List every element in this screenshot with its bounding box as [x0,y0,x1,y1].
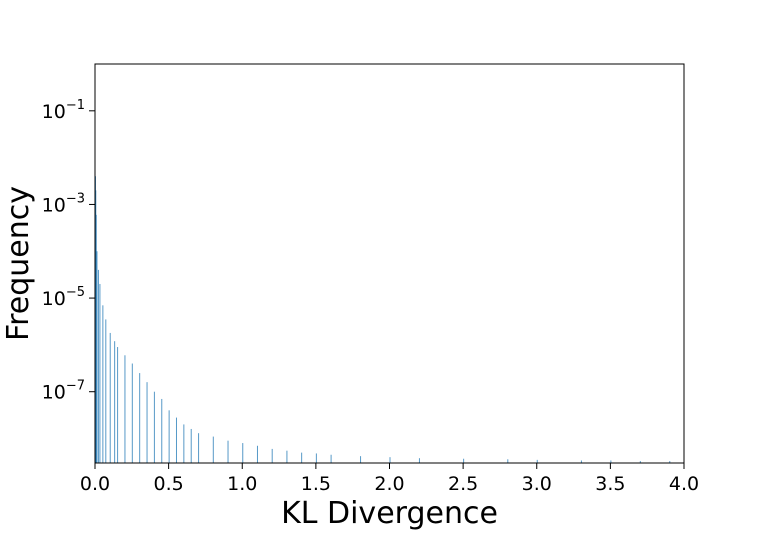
histogram-bar [97,269,99,463]
histogram-bar [418,458,420,463]
histogram-bar [105,319,107,463]
histogram-bar [95,214,97,463]
histogram-bar [99,283,101,463]
histogram-bar [114,341,116,463]
histogram-bar [536,459,538,463]
x-tick-label: 2.5 [448,473,478,495]
histogram-bar [463,458,465,463]
histogram-bar [124,355,126,463]
histogram-bar [96,251,98,463]
histogram-bar [227,440,229,463]
histogram-bar [161,398,163,463]
histogram-bar [610,460,612,463]
histogram-bar [168,410,170,463]
x-tick-label: 3.0 [522,473,552,495]
x-tick-label: 0.0 [80,473,110,495]
histogram-bar [153,391,155,463]
y-tick-label: 10−3 [42,191,85,216]
x-axis: 0.0 0.5 1.0 1.5 2.0 2.5 3.0 3.5 4.0 [80,463,699,495]
y-tick-label: 10−7 [42,379,85,404]
y-axis-label: Frequency [1,186,36,341]
y-tick-label: 10−1 [42,98,85,123]
x-tick-label: 1.0 [227,473,257,495]
histogram-bar [102,305,104,463]
histogram-bar [117,347,119,463]
histogram-bar [131,363,133,463]
histogram-bar [146,382,148,463]
histogram-bar [198,433,200,463]
histogram-bar [301,452,303,463]
histogram-bar [315,453,317,463]
x-tick-label: 2.0 [374,473,404,495]
histogram-bar [389,457,391,463]
histogram-bar [190,428,192,463]
histogram-bar [639,461,641,463]
histogram-bar [360,456,362,463]
histogram-bar [109,332,111,463]
y-axis: 10−1 10−3 10−5 10−7 [42,98,95,404]
histogram-bar [669,461,671,463]
histogram-bar [286,450,288,463]
y-tick-label: 10−5 [42,285,85,310]
histogram-bar [242,443,244,463]
x-tick-label: 4.0 [669,473,699,495]
histogram-bar [256,445,258,463]
histogram-bar [175,417,177,463]
histogram-bar [271,448,273,463]
x-tick-label: 0.5 [154,473,184,495]
histogram-bar [507,459,509,463]
histogram-bar [183,424,185,463]
histogram-bar [139,373,141,463]
histogram-bar [330,454,332,463]
histogram-bar [580,460,582,463]
x-tick-label: 1.5 [301,473,331,495]
x-tick-label: 3.5 [595,473,625,495]
x-axis-label: KL Divergence [281,496,498,531]
histogram-bar [212,436,214,463]
